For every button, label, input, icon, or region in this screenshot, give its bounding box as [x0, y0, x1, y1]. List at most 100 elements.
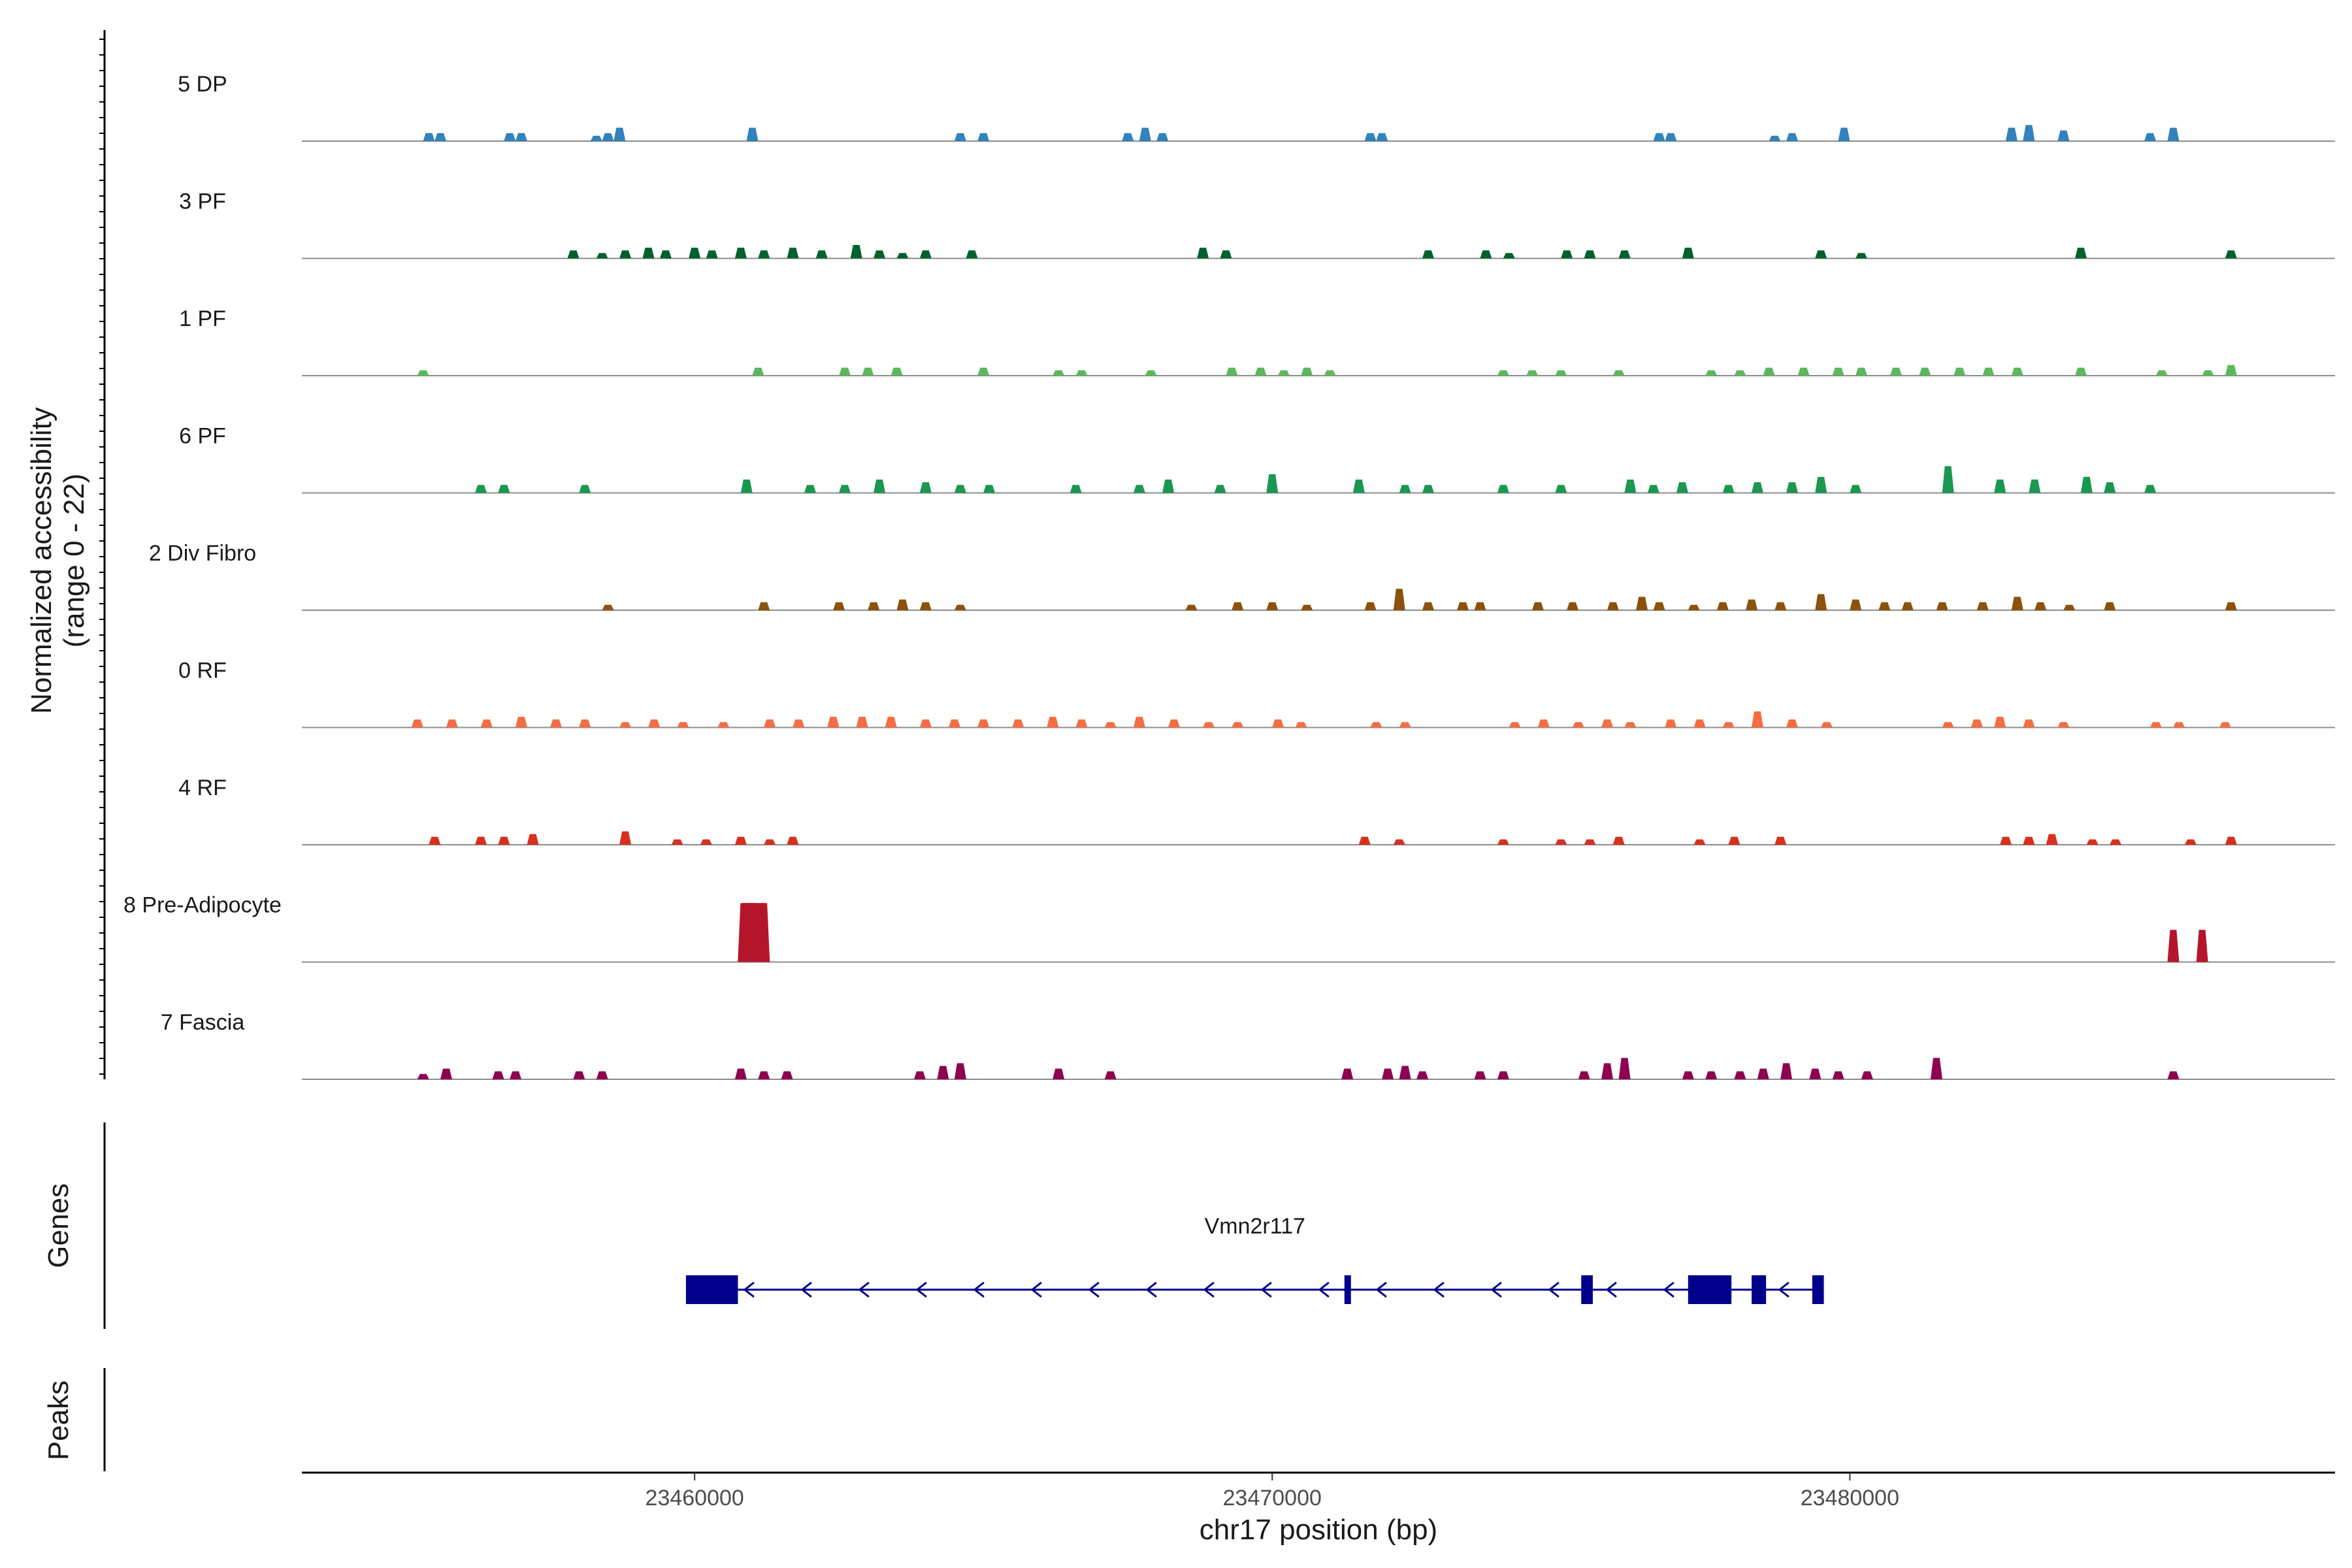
coverage-peak [1474, 602, 1486, 610]
coverage-peak [717, 722, 730, 728]
coverage-peak [919, 250, 932, 259]
strand-arrow [1548, 1281, 1560, 1298]
genes-panel-label: Genes [42, 1183, 74, 1268]
coverage-peak [475, 485, 487, 493]
coverage-peak [874, 250, 886, 259]
coverage-peak [1850, 599, 1862, 610]
strand-arrow [1375, 1281, 1387, 1298]
coverage-peak [2086, 839, 2099, 845]
coverage-peak [498, 485, 510, 493]
coverage-peak [896, 253, 909, 259]
coverage-peak [746, 127, 759, 141]
coverage-peak [510, 1071, 522, 1079]
coverage-peak [1636, 596, 1648, 610]
track-label: 5 DP [178, 72, 227, 97]
coverage-peak [1399, 485, 1411, 493]
strand-arrow [915, 1281, 927, 1298]
coverage-peak [1382, 1068, 1394, 1079]
coverage-peak [839, 485, 851, 493]
coverage-peak [1572, 722, 1584, 728]
coverage-peak [480, 719, 493, 728]
coverage-peak [1393, 589, 1405, 610]
coverage-peak [1953, 367, 1966, 376]
coverage-peak [1047, 717, 1059, 728]
coverage-peak [1618, 250, 1631, 259]
coverage-peak [752, 367, 764, 376]
coverage-peak [1942, 722, 1954, 728]
coverage-peak [850, 245, 862, 259]
track-3: 6 PF [179, 424, 2335, 494]
coverage-peak [1301, 604, 1313, 610]
coverage-peak [1970, 719, 1983, 728]
coverage-peak [1272, 719, 1284, 728]
track-label: 2 Div Fibro [149, 541, 256, 566]
coverage-peak [1567, 602, 1578, 610]
coverage-peak [1352, 480, 1365, 493]
coverage-peak [527, 834, 539, 845]
coverage-peak [1855, 253, 1867, 259]
coverage-peak [1053, 370, 1065, 376]
coverage-peak [2167, 127, 2180, 141]
coverage-peak [2005, 127, 2017, 141]
coverage-peak [1705, 1071, 1718, 1079]
coverage-peak [1561, 250, 1573, 259]
coverage-peak [602, 604, 614, 610]
coverage-peak [1601, 1063, 1613, 1079]
coverage-peak [977, 133, 990, 141]
coverage-peak [868, 602, 880, 610]
coverage-peak [1139, 127, 1151, 141]
coverage-peak [2023, 719, 2035, 728]
strand-arrow [800, 1281, 812, 1298]
coverage-peak [787, 248, 799, 259]
coverage-peak [1226, 367, 1238, 376]
x-axis-ticks: 23460000 23470000 23480000 [645, 1473, 1899, 1511]
coverage-peak [1855, 367, 1867, 376]
coverage-peak [983, 485, 996, 493]
coverage-peak [1537, 719, 1550, 728]
coverage-peak [1480, 250, 1492, 259]
coverage-peak [1232, 722, 1244, 728]
coverage-peak [2023, 125, 2035, 141]
coverage-peak [1075, 719, 1088, 728]
coverage-peak [833, 602, 845, 610]
coverage-peak [700, 839, 712, 845]
coverage-peak [1162, 480, 1175, 493]
accessibility-y-axis [99, 30, 106, 1079]
coverage-peak [764, 839, 776, 845]
coverage-peak [1301, 367, 1313, 376]
coverage-peak [1422, 250, 1434, 259]
coverage-peak [590, 135, 602, 141]
strand-arrow [1260, 1281, 1272, 1298]
coverage-peak [1821, 722, 1833, 728]
coverage-peak [1693, 839, 1706, 845]
coverage-peak [1774, 836, 1787, 845]
coverage-peak [1220, 250, 1232, 259]
coverage-peak [2104, 482, 2116, 493]
coverage-peak [1936, 602, 1948, 610]
coverage-peak [2167, 930, 2180, 962]
coverage-peak [1156, 133, 1169, 141]
x-tick-label: 23480000 [1801, 1486, 1899, 1511]
coverage-peak [660, 250, 672, 259]
coverage-peak [2155, 370, 2168, 376]
coverage-peak [734, 1068, 747, 1079]
coverage-peak [2144, 485, 2157, 493]
coverage-peak [1832, 1071, 1844, 1079]
coverage-peak [2202, 370, 2214, 376]
coverage-peak [2219, 722, 2231, 728]
coverage-peak [1624, 722, 1637, 728]
coverage-peak [579, 485, 591, 493]
coverage-peak [429, 836, 441, 845]
coverage-peak [1104, 722, 1117, 728]
coverage-peak [423, 133, 435, 141]
coverage-peak [1578, 1071, 1590, 1079]
coverage-peak [1786, 133, 1798, 141]
coverage-peak [839, 367, 851, 376]
strand-arrow [1203, 1281, 1215, 1298]
coverage-peak [862, 367, 874, 376]
coverage-peak [1815, 594, 1827, 610]
coverage-peak [1647, 485, 1659, 493]
coverage-peak [1364, 133, 1377, 141]
coverage-peak [1861, 1071, 1873, 1079]
coverage-peak [2196, 930, 2208, 962]
